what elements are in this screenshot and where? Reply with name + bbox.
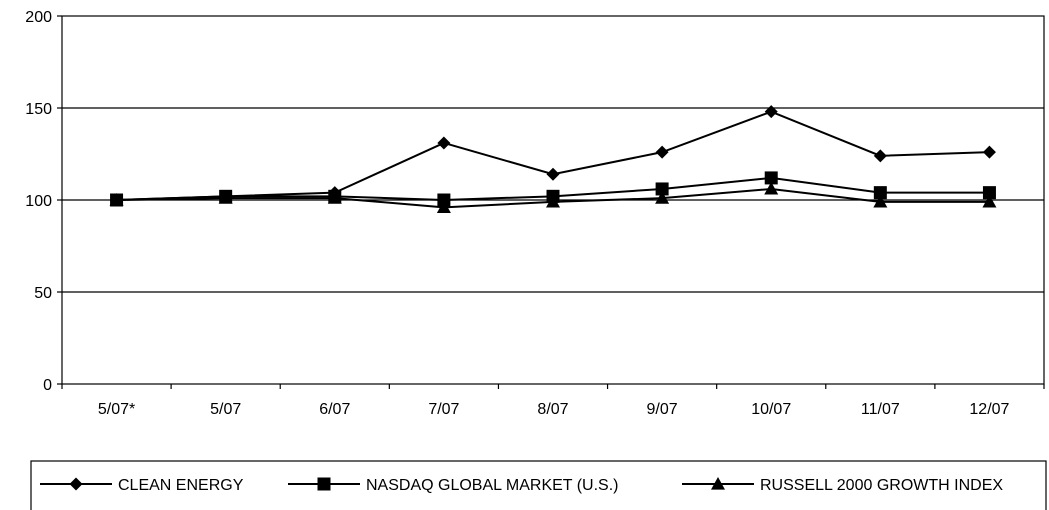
- data-point-russell-2000-growth-index-7: [873, 194, 888, 208]
- legend-marker-clean-energy: [69, 477, 83, 491]
- data-point-nasdaq-global-market-u-s-8: [982, 186, 996, 200]
- x-tick-label-0: 5/07*: [98, 401, 135, 418]
- data-point-nasdaq-global-market-u-s-7: [873, 186, 887, 200]
- data-point-russell-2000-growth-index-6: [764, 181, 779, 195]
- x-tick-label-6: 10/07: [751, 401, 791, 418]
- x-axis-ticks: 5/07* 5/07 6/07 7/07 8/07 9/07 10/07 11/07 12/07: [61, 384, 1045, 418]
- data-point-nasdaq-global-market-u-s-3: [437, 193, 451, 207]
- data-point-russell-2000-growth-index-3: [436, 200, 451, 213]
- legend: CLEAN ENERGY NASDAQ GLOBAL MARKET (U.S.) R…: [30, 460, 1047, 510]
- data-point-clean-energy-3: [437, 136, 451, 150]
- legend-box: [30, 460, 1047, 510]
- y-tick-label-100: 100: [25, 193, 52, 210]
- x-tick-label-2: 6/07: [319, 401, 350, 418]
- legend-item-russell-2000-growth-index: RUSSELL 2000 GROWTH INDEX: [682, 477, 1003, 494]
- data-point-clean-energy-6: [764, 105, 778, 119]
- legend-marker-russell-2000-growth-index: [711, 477, 725, 490]
- data-point-nasdaq-global-market-u-s-5: [655, 182, 669, 196]
- data-point-russell-2000-growth-index-0: [109, 193, 124, 206]
- series-line-clean-energy: [116, 110, 990, 201]
- legend-label-russell-2000-growth-index: RUSSELL 2000 GROWTH INDEX: [760, 477, 1003, 494]
- x-tick-label-3: 7/07: [428, 401, 459, 418]
- x-tick-label-8: 12/07: [969, 401, 1009, 418]
- y-tick-label-200: 200: [25, 9, 52, 26]
- data-point-russell-2000-growth-index-2: [327, 191, 342, 204]
- data-point-clean-energy-8: [982, 145, 996, 159]
- y-tick-label-0: 0: [43, 377, 52, 394]
- data-point-russell-2000-growth-index-5: [655, 191, 670, 204]
- y-axis-ticks: 0 50 100 150 200: [25, 9, 62, 394]
- data-point-russell-2000-growth-index-8: [982, 194, 997, 208]
- x-tick-label-5: 9/07: [647, 401, 678, 418]
- x-tick-label-4: 8/07: [537, 401, 568, 418]
- y-tick-label-150: 150: [25, 101, 52, 118]
- legend-label-nasdaq-global-market-u-s: NASDAQ GLOBAL MARKET (U.S.): [366, 477, 619, 494]
- legend-marker-nasdaq-global-market-u-s: [317, 477, 331, 491]
- data-point-clean-energy-4: [546, 167, 560, 181]
- data-point-clean-energy-5: [655, 145, 669, 159]
- y-tick-label-50: 50: [34, 285, 52, 302]
- x-tick-label-7: 11/07: [861, 401, 900, 418]
- data-point-russell-2000-growth-index-1: [218, 191, 233, 204]
- data-point-nasdaq-global-market-u-s-6: [764, 171, 778, 185]
- legend-label-clean-energy: CLEAN ENERGY: [118, 477, 244, 494]
- x-tick-label-1: 5/07: [210, 401, 241, 418]
- legend-item-nasdaq-global-market-u-s: NASDAQ GLOBAL MARKET (U.S.): [288, 477, 619, 494]
- series-russell-2000-growth-index: [109, 181, 997, 213]
- series-group: [109, 105, 997, 213]
- data-point-russell-2000-growth-index-4: [546, 194, 560, 208]
- legend-item-clean-energy: CLEAN ENERGY: [40, 477, 244, 494]
- data-point-clean-energy-7: [873, 149, 887, 163]
